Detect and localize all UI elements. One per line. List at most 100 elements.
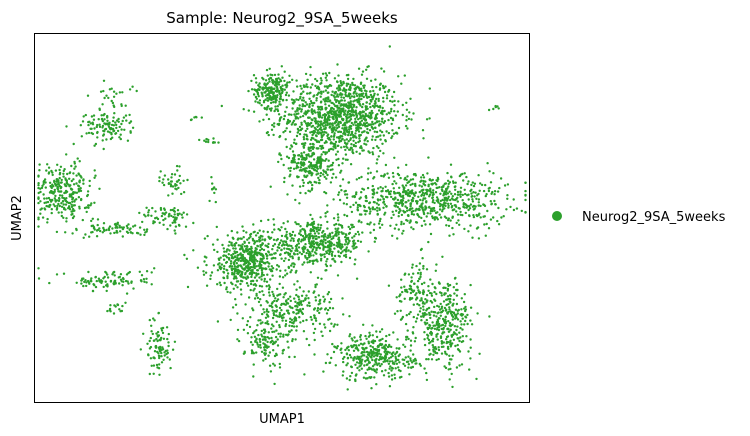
scatter-point bbox=[280, 303, 283, 307]
scatter-point bbox=[405, 108, 409, 112]
scatter-point bbox=[363, 89, 367, 92]
scatter-point bbox=[143, 233, 146, 237]
scatter-point bbox=[489, 181, 493, 184]
scatter-point bbox=[430, 339, 434, 342]
scatter-point bbox=[385, 94, 389, 97]
scatter-point bbox=[222, 254, 225, 258]
scatter-point bbox=[263, 107, 267, 111]
scatter-point bbox=[129, 120, 133, 123]
scatter-point bbox=[405, 338, 408, 341]
scatter-point bbox=[319, 224, 323, 227]
scatter-point bbox=[337, 121, 340, 124]
scatter-point bbox=[252, 363, 255, 366]
scatter-point bbox=[406, 290, 409, 294]
scatter-point bbox=[329, 181, 333, 184]
scatter-point bbox=[280, 239, 283, 242]
scatter-point bbox=[301, 142, 305, 145]
scatter-point bbox=[70, 213, 73, 216]
scatter-point bbox=[478, 189, 481, 192]
scatter-point bbox=[102, 129, 105, 133]
scatter-point bbox=[431, 344, 434, 347]
scatter-point bbox=[103, 128, 107, 131]
scatter-point bbox=[471, 200, 475, 203]
scatter-point bbox=[37, 175, 40, 178]
scatter-point bbox=[225, 256, 229, 259]
scatter-point bbox=[245, 244, 249, 248]
scatter-point bbox=[264, 90, 268, 93]
scatter-point bbox=[286, 120, 289, 124]
scatter-point bbox=[428, 223, 432, 226]
scatter-point bbox=[313, 126, 316, 129]
scatter-point bbox=[361, 110, 365, 113]
scatter-point bbox=[233, 265, 237, 268]
scatter-point bbox=[391, 360, 394, 363]
scatter-point bbox=[305, 153, 308, 157]
scatter-point bbox=[322, 125, 325, 128]
scatter-point bbox=[305, 156, 308, 160]
scatter-point bbox=[374, 78, 377, 81]
scatter-point bbox=[303, 85, 306, 89]
scatter-point bbox=[254, 95, 258, 99]
scatter-point bbox=[419, 273, 422, 276]
scatter-point bbox=[288, 130, 292, 133]
scatter-point bbox=[259, 343, 262, 347]
scatter-point bbox=[315, 99, 318, 102]
scatter-point bbox=[443, 306, 447, 310]
scatter-point bbox=[401, 113, 404, 117]
scatter-point bbox=[406, 175, 409, 178]
scatter-point bbox=[425, 313, 428, 316]
scatter-point bbox=[125, 224, 129, 228]
scatter-point bbox=[322, 133, 325, 136]
scatter-point bbox=[431, 193, 434, 197]
scatter-point bbox=[326, 257, 329, 261]
scatter-point bbox=[48, 198, 52, 202]
scatter-point bbox=[380, 174, 383, 178]
scatter-point bbox=[235, 241, 238, 245]
scatter-point bbox=[371, 192, 374, 196]
scatter-point bbox=[323, 175, 326, 179]
scatter-point bbox=[448, 330, 451, 333]
scatter-point bbox=[222, 247, 225, 250]
scatter-point bbox=[322, 229, 325, 233]
scatter-point bbox=[278, 100, 281, 103]
scatter-point bbox=[426, 337, 429, 340]
scatter-point bbox=[141, 220, 144, 224]
scatter-point bbox=[154, 210, 157, 213]
scatter-point bbox=[241, 317, 244, 320]
scatter-point bbox=[290, 98, 294, 101]
scatter-point bbox=[375, 191, 379, 194]
scatter-point bbox=[324, 72, 327, 75]
scatter-point bbox=[448, 306, 451, 309]
scatter-point bbox=[46, 163, 49, 166]
scatter-point bbox=[55, 178, 59, 181]
scatter-point bbox=[327, 318, 330, 321]
scatter-point bbox=[271, 79, 274, 82]
scatter-point bbox=[295, 142, 298, 145]
scatter-point bbox=[246, 248, 249, 251]
scatter-point bbox=[298, 104, 301, 107]
scatter-point bbox=[351, 109, 355, 112]
scatter-point bbox=[216, 238, 219, 241]
scatter-point bbox=[326, 168, 330, 171]
scatter-point bbox=[465, 175, 468, 179]
scatter-point bbox=[368, 207, 372, 211]
scatter-point bbox=[249, 282, 253, 286]
scatter-point bbox=[347, 109, 351, 112]
scatter-point bbox=[439, 199, 442, 203]
scatter-point bbox=[376, 158, 379, 161]
scatter-point bbox=[251, 260, 254, 264]
scatter-point bbox=[313, 290, 316, 293]
scatter-point bbox=[222, 267, 226, 270]
scatter-point bbox=[380, 328, 384, 331]
scatter-point bbox=[147, 211, 150, 214]
scatter-point bbox=[315, 242, 319, 245]
scatter-point bbox=[268, 351, 272, 354]
scatter-point bbox=[381, 187, 385, 190]
scatter-point bbox=[271, 80, 274, 84]
scatter-point bbox=[101, 119, 105, 123]
scatter-point bbox=[38, 163, 41, 166]
scatter-point bbox=[85, 284, 88, 288]
scatter-point bbox=[411, 263, 414, 266]
scatter-point bbox=[373, 376, 376, 379]
scatter-point bbox=[300, 123, 303, 126]
